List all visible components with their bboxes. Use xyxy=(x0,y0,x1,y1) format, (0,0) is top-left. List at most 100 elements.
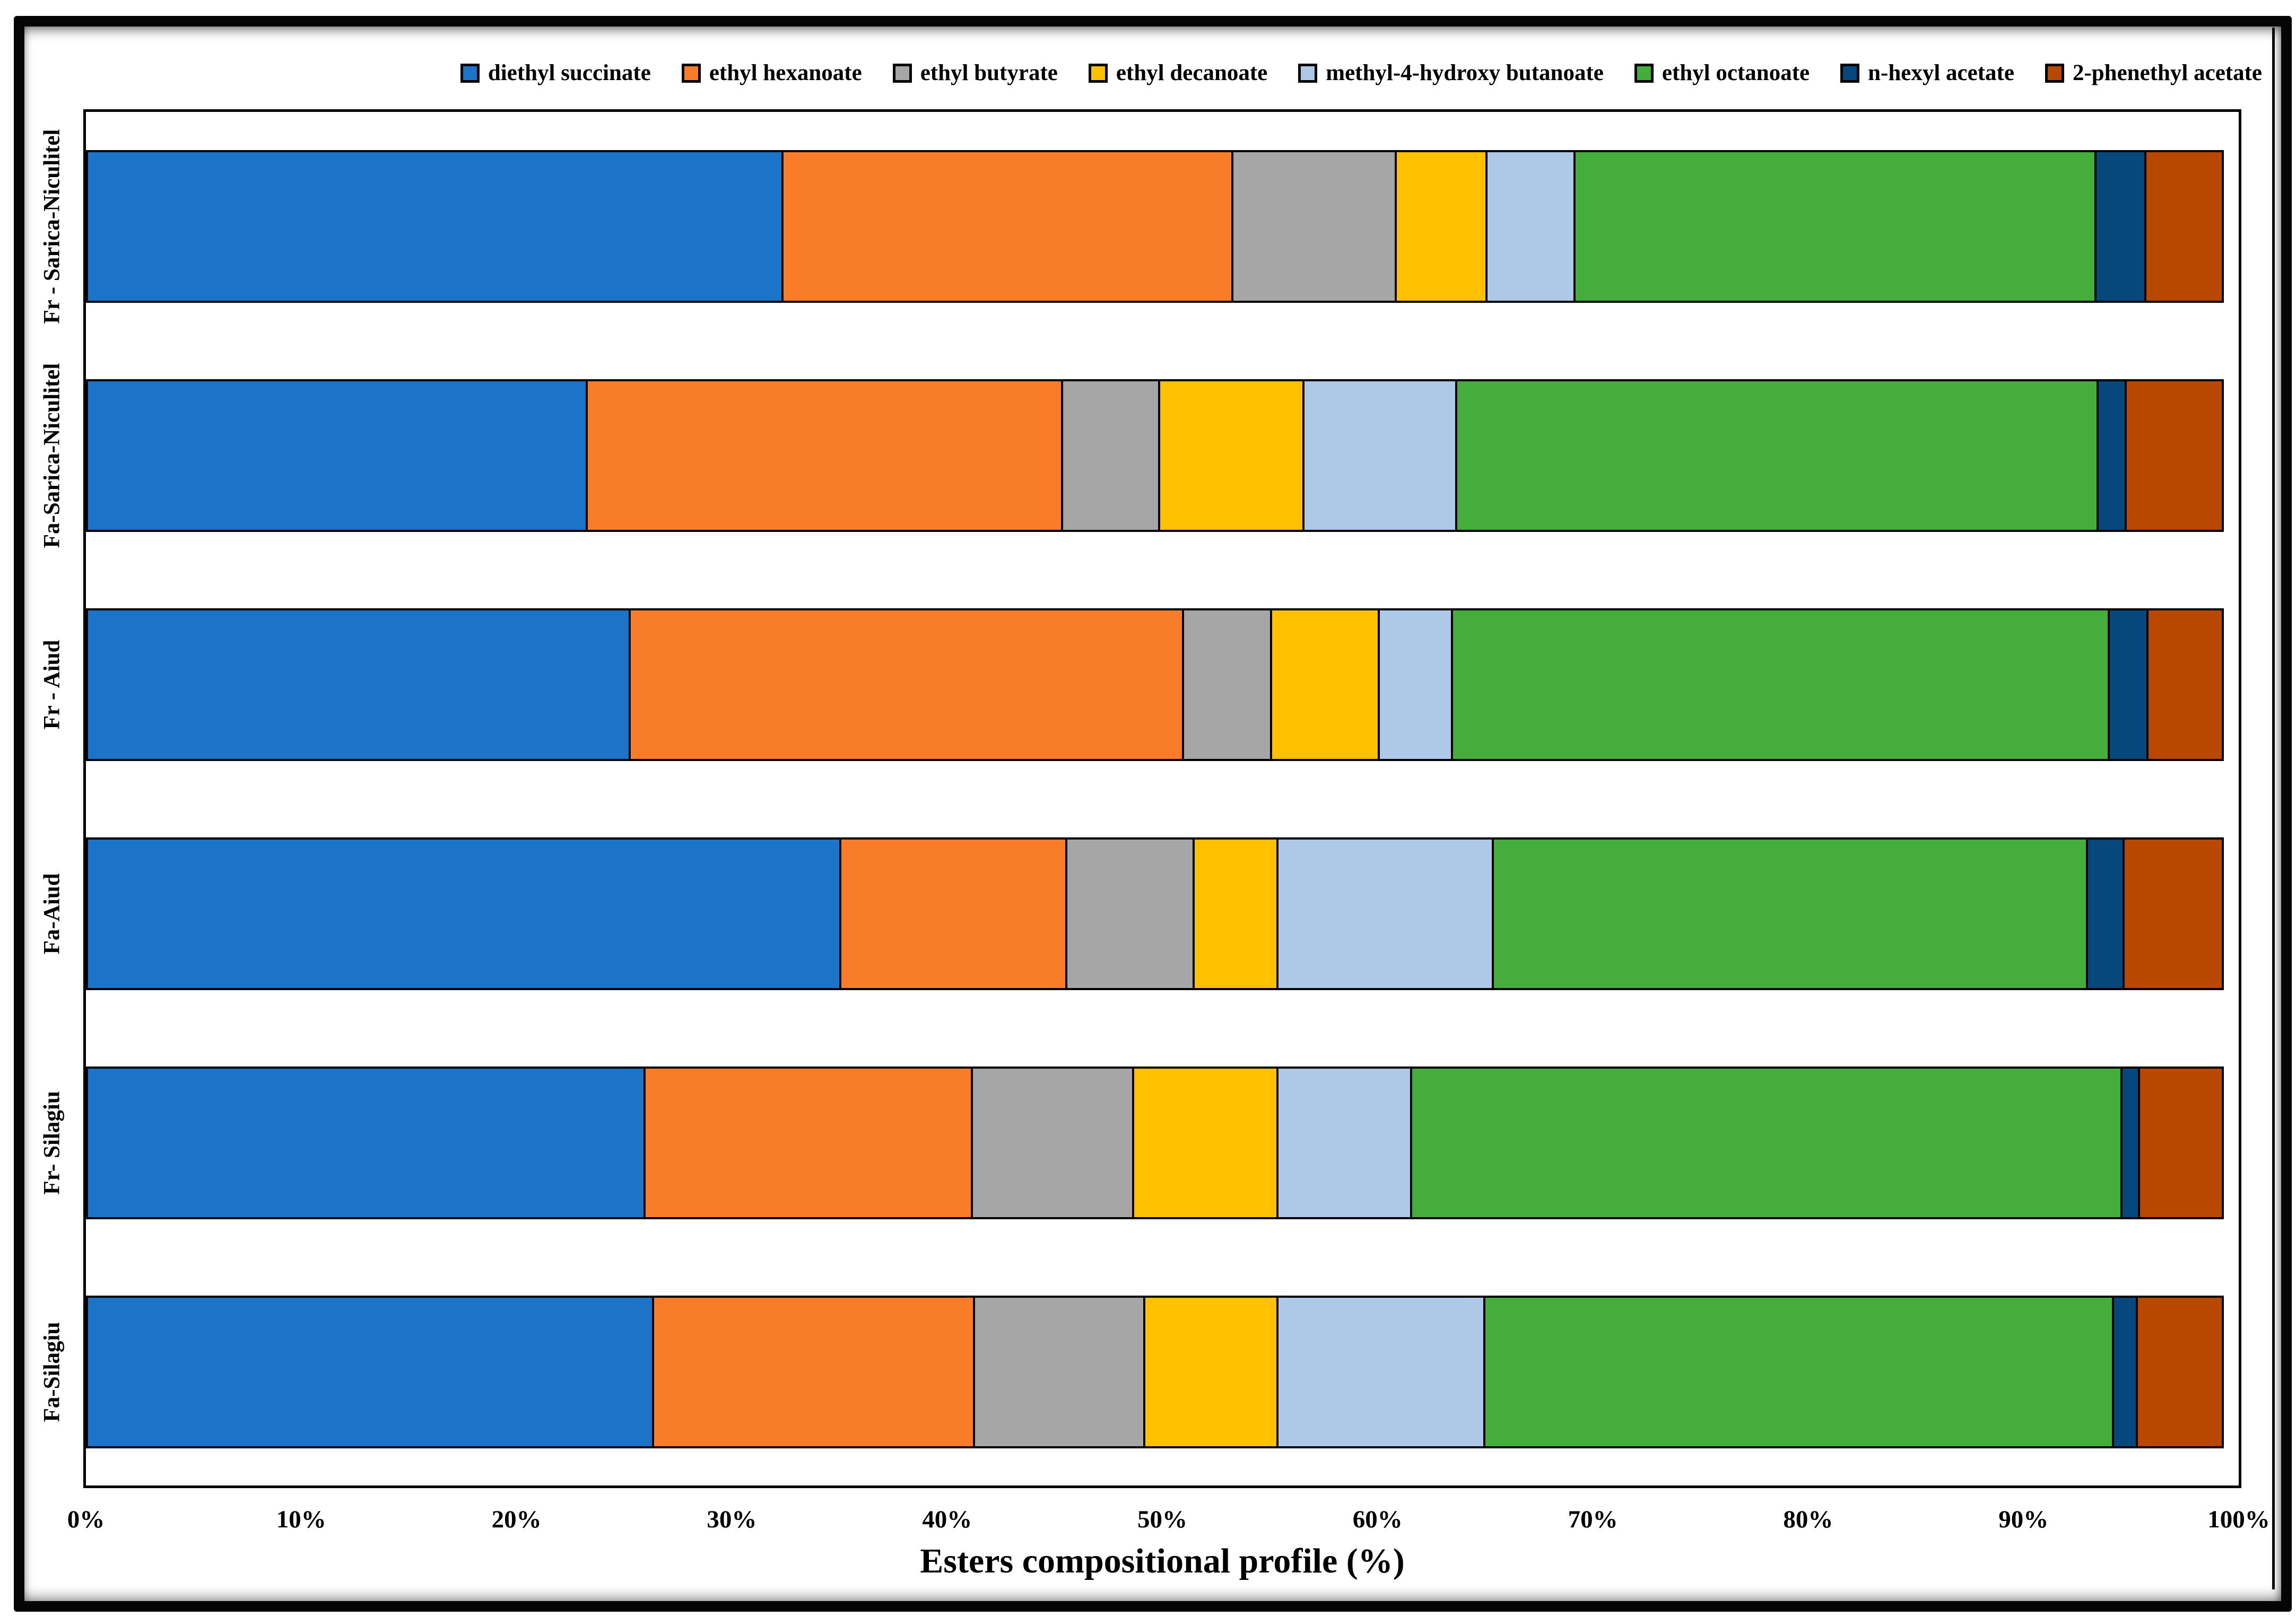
x-tick-10: 10% xyxy=(276,1506,326,1533)
segment-n-hexyl-acetate xyxy=(2086,837,2125,990)
segment-diethyl-succinate xyxy=(86,379,588,532)
segment-ethyl-octanoate xyxy=(1455,379,2099,532)
segment-ethyl-decanoate xyxy=(1270,608,1380,761)
x-tick-30: 30% xyxy=(707,1506,757,1533)
legend-label: diethyl succinate xyxy=(488,60,651,85)
segment-methyl-4-hydroxy-butanoate xyxy=(1485,150,1576,303)
segment-ethyl-butyrate xyxy=(972,1296,1145,1448)
segment-ethyl-octanoate xyxy=(1483,1296,2114,1448)
x-axis-title: Esters compositional profile (%) xyxy=(920,1542,1405,1580)
bar-fr-silagiu xyxy=(86,1067,2239,1219)
x-tick-80: 80% xyxy=(1783,1506,1833,1533)
x-tick-20: 20% xyxy=(491,1506,542,1533)
segment-n-hexyl-acetate xyxy=(2097,379,2127,532)
legend-label: ethyl hexanoate xyxy=(709,60,862,85)
segment-ethyl-octanoate xyxy=(1410,1067,2123,1219)
legend-swatch-icon xyxy=(1298,63,1318,83)
segment-2-phenethyl-acetate xyxy=(2144,150,2224,303)
segment-ethyl-hexanoate xyxy=(585,379,1064,532)
segment-ethyl-decanoate xyxy=(1395,150,1488,303)
segment-ethyl-butyrate xyxy=(1061,379,1161,532)
segment-ethyl-decanoate xyxy=(1192,837,1279,990)
segment-ethyl-hexanoate xyxy=(781,150,1233,303)
x-tick-0: 0% xyxy=(67,1506,105,1533)
segment-diethyl-succinate xyxy=(86,1296,655,1448)
legend-label: n-hexyl acetate xyxy=(1868,60,2014,85)
segment-2-phenethyl-acetate xyxy=(2137,1067,2224,1219)
legend-swatch-icon xyxy=(460,63,480,83)
x-tick-50: 50% xyxy=(1137,1506,1187,1533)
segment-ethyl-decanoate xyxy=(1132,1067,1279,1219)
legend-item-ethyl-octanoate: ethyl octanoate xyxy=(1634,62,1810,84)
legend-label: methyl-4-hydroxy butanoate xyxy=(1326,60,1604,85)
bar-fa-silagiu xyxy=(86,1296,2239,1448)
segment-diethyl-succinate xyxy=(86,608,631,761)
category-label-fa-silagiu: Fa-Silagiu xyxy=(39,1322,65,1422)
legend-item-methyl-4-hydroxy-butanoate: methyl-4-hydroxy butanoate xyxy=(1298,62,1604,84)
segment-ethyl-hexanoate xyxy=(839,837,1068,990)
legend-item-ethyl-hexanoate: ethyl hexanoate xyxy=(681,60,862,85)
x-tick-40: 40% xyxy=(922,1506,972,1533)
legend-item-n-hexyl-acetate: n-hexyl acetate xyxy=(1840,62,2014,84)
x-tick-100: 100% xyxy=(2207,1506,2270,1533)
bar-fr-sarica-niculitel xyxy=(86,150,2239,303)
legend-label: ethyl octanoate xyxy=(1662,60,1810,85)
segment-ethyl-octanoate xyxy=(1492,837,2089,990)
legend-label: ethyl decanoate xyxy=(1116,60,1268,85)
segment-methyl-4-hydroxy-butanoate xyxy=(1276,837,1494,990)
segment-ethyl-butyrate xyxy=(1181,608,1273,761)
legend-swatch-icon xyxy=(681,63,701,83)
segment-ethyl-hexanoate xyxy=(628,608,1184,761)
legend-item-ethyl-butyrate: ethyl butyrate xyxy=(892,60,1058,85)
bar-fa-sarica-niculitel xyxy=(86,379,2239,532)
x-tick-90: 90% xyxy=(1998,1506,2049,1533)
bar-fr-aiud xyxy=(86,608,2239,761)
segment-ethyl-octanoate xyxy=(1573,150,2097,303)
segment-2-phenethyl-acetate xyxy=(2135,1296,2224,1448)
category-label-fr-sarica-niculitel: Fr - Sarica-Niculitel xyxy=(39,129,65,324)
legend-label: ethyl butyrate xyxy=(920,60,1058,85)
legend-swatch-icon xyxy=(1840,63,1860,83)
segment-ethyl-hexanoate xyxy=(652,1296,975,1448)
segment-ethyl-butyrate xyxy=(1065,837,1195,990)
category-label-fa-aiud: Fa-Aiud xyxy=(39,873,65,955)
segment-ethyl-decanoate xyxy=(1158,379,1304,532)
segment-ethyl-butyrate xyxy=(970,1067,1135,1219)
segment-n-hexyl-acetate xyxy=(2107,608,2149,761)
segment-diethyl-succinate xyxy=(86,837,842,990)
legend: diethyl succinate ethyl hexanoate ethyl bu… xyxy=(159,62,2262,84)
legend-swatch-icon xyxy=(1634,63,1654,83)
segment-diethyl-succinate xyxy=(86,1067,646,1219)
legend-item-ethyl-decanoate: ethyl decanoate xyxy=(1088,60,1268,85)
segment-ethyl-hexanoate xyxy=(643,1067,973,1219)
segment-ethyl-butyrate xyxy=(1231,150,1397,303)
segment-ethyl-octanoate xyxy=(1451,608,2110,761)
segment-2-phenethyl-acetate xyxy=(2146,608,2224,761)
segment-2-phenethyl-acetate xyxy=(2123,837,2224,990)
segment-methyl-4-hydroxy-butanoate xyxy=(1378,608,1454,761)
plot-area xyxy=(83,109,2241,1488)
category-label-fr-aiud: Fr - Aiud xyxy=(39,640,65,730)
category-label-fr-silagiu: Fr- Silagiu xyxy=(39,1091,65,1195)
segment-diethyl-succinate xyxy=(86,150,784,303)
x-tick-60: 60% xyxy=(1352,1506,1403,1533)
segment-methyl-4-hydroxy-butanoate xyxy=(1302,379,1458,532)
segment-ethyl-decanoate xyxy=(1143,1296,1279,1448)
segment-n-hexyl-acetate xyxy=(2094,150,2146,303)
frame-inner-line xyxy=(2272,28,2275,1589)
x-tick-70: 70% xyxy=(1568,1506,1618,1533)
legend-item-2-phenethyl-acetate: 2-phenethyl acetate xyxy=(2045,62,2262,84)
segment-methyl-4-hydroxy-butanoate xyxy=(1276,1296,1485,1448)
segment-methyl-4-hydroxy-butanoate xyxy=(1276,1067,1412,1219)
legend-item-diethyl-succinate: diethyl succinate xyxy=(460,62,651,84)
segment-n-hexyl-acetate xyxy=(2120,1067,2140,1219)
segment-n-hexyl-acetate xyxy=(2111,1296,2138,1448)
legend-swatch-icon xyxy=(892,63,912,83)
category-label-fa-sarica-niculitel: Fa-Sarica-Niculitel xyxy=(39,363,65,548)
legend-swatch-icon xyxy=(2045,63,2064,83)
bar-fa-aiud xyxy=(86,837,2239,990)
segment-2-phenethyl-acetate xyxy=(2125,379,2224,532)
legend-swatch-icon xyxy=(1088,63,1108,83)
legend-label: 2-phenethyl acetate xyxy=(2072,60,2262,85)
